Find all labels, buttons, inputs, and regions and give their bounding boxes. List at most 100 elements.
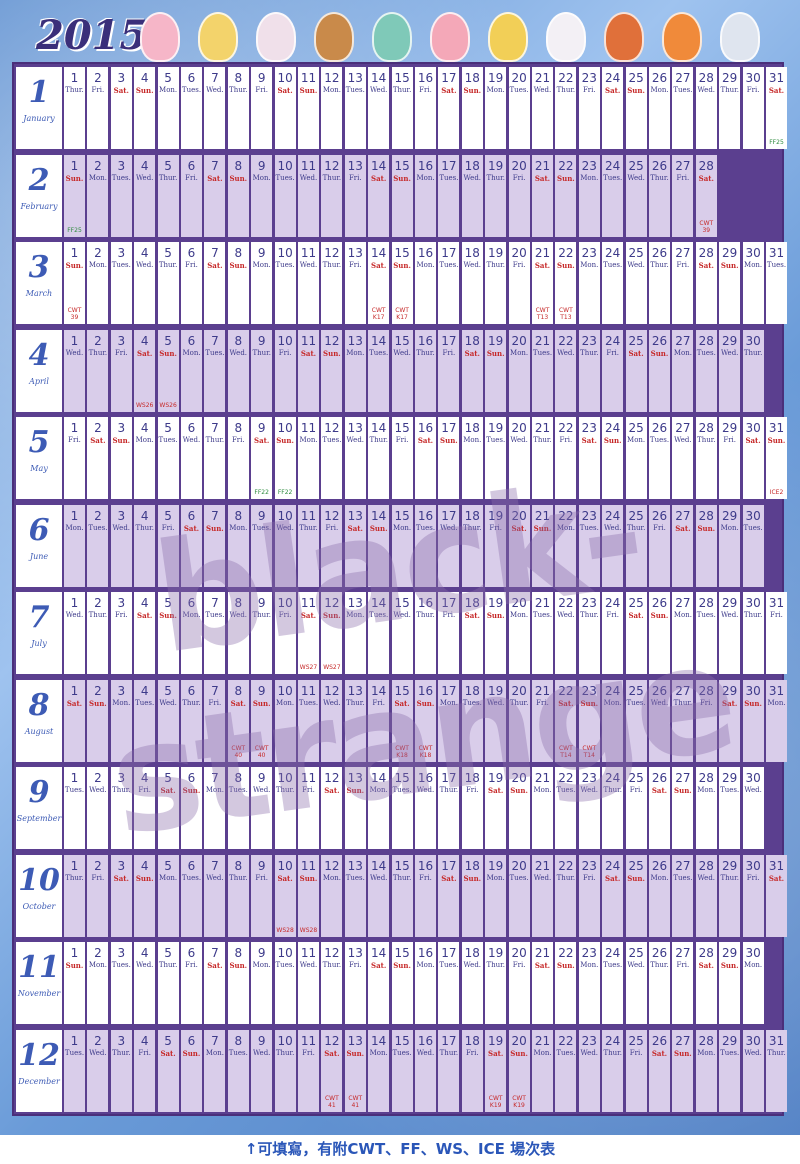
day-cell[interactable]: 10 Wed. (274, 504, 296, 587)
day-cell[interactable]: 8 Thur. (227, 67, 249, 149)
day-cell[interactable]: 24 Mon. (602, 679, 624, 762)
day-cell[interactable]: 27 Wed. (672, 417, 694, 499)
day-cell[interactable]: 2 Fri. (87, 67, 109, 149)
day-cell[interactable]: 10 Sat. (274, 67, 296, 149)
day-cell[interactable]: 19 Thur. (485, 942, 507, 1024)
day-cell[interactable]: 4 Wed. (134, 242, 156, 324)
day-cell[interactable]: 20 Thur. (508, 679, 530, 762)
day-cell[interactable]: 9 Mon. (251, 942, 273, 1024)
day-cell[interactable]: 16 Mon. (415, 942, 436, 1024)
day-cell[interactable]: 5 Sat. (157, 767, 179, 849)
day-cell[interactable]: 1 Sun. FF25 (64, 154, 85, 237)
day-cell[interactable]: 31 Sat. (766, 854, 787, 937)
day-cell[interactable]: 16 Sat. (415, 417, 436, 499)
day-cell[interactable]: 20 Mon. (508, 592, 530, 674)
day-cell[interactable]: 4 Fri. (134, 1029, 156, 1112)
day-cell[interactable]: 16 Wed. (415, 767, 436, 849)
day-cell[interactable]: 24 Sat. (602, 854, 624, 937)
day-cell[interactable]: 25 Sun. (625, 854, 647, 937)
day-cell[interactable]: 26 Fri. (649, 504, 670, 587)
day-cell[interactable]: 26 Mon. (649, 67, 670, 149)
day-cell[interactable]: 12 Tues. (321, 417, 343, 499)
day-cell[interactable]: 21 Wed. (532, 67, 553, 149)
day-cell[interactable]: 21 Wed. (532, 854, 553, 937)
day-cell[interactable]: 28 Mon. (695, 767, 717, 849)
day-cell[interactable]: 22 Sun. CWT T13 (555, 242, 577, 324)
day-cell[interactable]: 19 Mon. (485, 854, 507, 937)
day-cell[interactable]: 28 Wed. (695, 67, 717, 149)
day-cell[interactable]: 1 Tues. (64, 1029, 85, 1112)
day-cell[interactable]: 1 Thur. (64, 67, 85, 149)
day-cell[interactable]: 3 Sat. (110, 854, 132, 937)
day-cell[interactable]: 10 Thur. (274, 1029, 296, 1112)
day-cell[interactable]: 12 Mon. (321, 67, 343, 149)
day-cell[interactable]: 29 Sun. (719, 242, 741, 324)
day-cell[interactable]: 9 Sat. FF22 (251, 417, 273, 499)
day-cell[interactable]: 3 Sun. (110, 417, 132, 499)
day-cell[interactable]: 17 Fri. (438, 592, 460, 674)
day-cell[interactable]: 25 Thur. (625, 504, 647, 587)
day-cell[interactable]: 11 Fri. (298, 767, 319, 849)
day-cell[interactable]: 23 Sun. CWT T14 (578, 679, 600, 762)
day-cell[interactable]: 24 Wed. (602, 504, 624, 587)
day-cell[interactable]: 15 Thur. (391, 854, 413, 937)
day-cell[interactable]: 29 Sat. (719, 679, 741, 762)
day-cell[interactable]: 27 Tues. (672, 854, 694, 937)
day-cell[interactable]: 27 Mon. (672, 592, 694, 674)
day-cell[interactable]: 20 Sat. (508, 504, 530, 587)
day-cell[interactable]: 9 Mon. (251, 242, 273, 324)
day-cell[interactable]: 19 Sat. CWT K19 (485, 1029, 507, 1112)
day-cell[interactable]: 25 Fri. (625, 767, 647, 849)
day-cell[interactable]: 21 Sat. (532, 154, 553, 237)
day-cell[interactable]: 17 Sat. (438, 854, 460, 937)
day-cell[interactable]: 19 Fri. (485, 504, 507, 587)
day-cell[interactable]: 30 Tues. (742, 504, 764, 587)
day-cell[interactable]: 26 Thur. (649, 942, 670, 1024)
day-cell[interactable]: 3 Tues. (110, 942, 132, 1024)
day-cell[interactable]: 29 Mon. (719, 504, 741, 587)
day-cell[interactable]: 10 Tues. (274, 242, 296, 324)
day-cell[interactable]: 7 Tues. (204, 329, 226, 412)
day-cell[interactable]: 29 Tues. (719, 1029, 741, 1112)
day-cell[interactable]: 13 Sat. (344, 504, 366, 587)
day-cell[interactable]: 8 Tues. (227, 1029, 249, 1112)
day-cell[interactable]: 7 Tues. (204, 592, 226, 674)
day-cell[interactable]: 31 Fri. (766, 592, 787, 674)
day-cell[interactable]: 30 Sun. (742, 679, 764, 762)
day-cell[interactable]: 5 Tues. (157, 417, 179, 499)
day-cell[interactable]: 30 Mon. (742, 242, 764, 324)
day-cell[interactable]: 26 Thur. (649, 242, 670, 324)
day-cell[interactable]: 7 Mon. (204, 1029, 226, 1112)
day-cell[interactable]: 14 Tues. (368, 592, 390, 674)
day-cell[interactable]: 8 Tues. (227, 767, 249, 849)
day-cell[interactable]: 15 Wed. (391, 329, 413, 412)
day-cell[interactable]: 2 Fri. (87, 854, 109, 937)
day-cell[interactable]: 24 Thur. (602, 1029, 624, 1112)
day-cell[interactable]: 12 Sun. WS27 (321, 592, 343, 674)
day-cell[interactable]: 26 Sat. (649, 767, 670, 849)
day-cell[interactable]: 9 Fri. (251, 67, 273, 149)
day-cell[interactable]: 21 Tues. (532, 329, 553, 412)
day-cell[interactable]: 22 Sun. (555, 942, 577, 1024)
day-cell[interactable]: 4 Thur. (134, 504, 156, 587)
day-cell[interactable]: 14 Sun. (368, 504, 390, 587)
day-cell[interactable]: 2 Mon. (87, 154, 109, 237)
day-cell[interactable]: 7 Thur. (204, 417, 226, 499)
day-cell[interactable]: 16 Thur. (415, 329, 436, 412)
day-cell[interactable]: 18 Sun. (461, 854, 483, 937)
day-cell[interactable]: 15 Sat. CWT K18 (391, 679, 413, 762)
day-cell[interactable]: 2 Sun. (87, 679, 109, 762)
day-cell[interactable]: 23 Mon. (578, 242, 600, 324)
day-cell[interactable]: 1 Sun. CWT 39 (64, 242, 85, 324)
day-cell[interactable]: 15 Tues. (391, 767, 413, 849)
day-cell[interactable]: 20 Tues. (508, 854, 530, 937)
day-cell[interactable]: 27 Fri. (672, 154, 694, 237)
day-cell[interactable]: 19 Sun. (485, 592, 507, 674)
day-cell[interactable]: 28 Mon. (695, 1029, 717, 1112)
day-cell[interactable]: 20 Fri. (508, 154, 530, 237)
day-cell[interactable]: 17 Tues. (438, 942, 460, 1024)
day-cell[interactable]: 10 Thur. (274, 767, 296, 849)
day-cell[interactable]: 29 Wed. (719, 592, 741, 674)
day-cell[interactable]: 4 Sat. (134, 592, 156, 674)
day-cell[interactable]: 17 Tues. (438, 154, 460, 237)
